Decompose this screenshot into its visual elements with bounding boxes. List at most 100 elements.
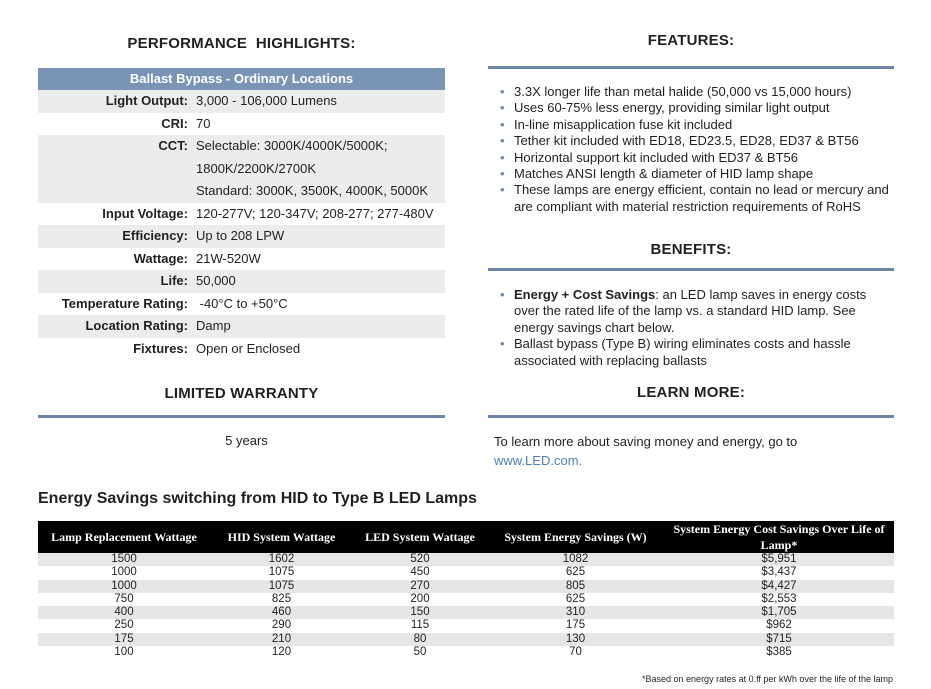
performance-row-label: Input Voltage: (38, 203, 196, 226)
feature-item: In-line misapplication fuse kit included (498, 117, 894, 134)
performance-row-value: Selectable: 3000K/4000K/5000K; 1800K/2200… (196, 135, 445, 203)
energy-table-cell: 290 (210, 619, 353, 633)
performance-label-text: Location Rating: (85, 318, 188, 333)
energy-table-cell: $2,553 (664, 592, 894, 607)
performance-row-value: 3,000 - 106,000 Lumens (196, 90, 445, 113)
benefit-item-bold: Energy + Cost Savings (514, 287, 656, 302)
feature-item: These lamps are energy efficient, contai… (498, 182, 894, 215)
energy-table-cell: $3,437 (664, 566, 894, 580)
energy-table-cell: 175 (38, 632, 210, 647)
performance-row-label: Efficiency: (38, 225, 196, 248)
learn-more-text: To learn more about saving money and ene… (494, 434, 798, 449)
energy-table-cell: 70 (487, 646, 664, 660)
performance-row-value: Open or Enclosed (196, 338, 445, 361)
energy-column-header: System Energy Cost Savings Over Life of … (664, 521, 894, 553)
energy-table-row: 1500 1602 520 1082 $5,951 (38, 553, 894, 567)
performance-row: CRI: 70 (38, 112, 445, 136)
energy-table-cell: 50 (353, 646, 487, 660)
energy-table-row: 1000 1075 270 805 $4,427 (38, 579, 894, 593)
performance-value-line: 50,000 (196, 273, 236, 288)
performance-row: Efficiency: Up to 208 LPW (38, 225, 445, 248)
benefits-title: BENEFITS: (650, 241, 732, 258)
warranty-divider (38, 415, 445, 418)
performance-row-label: Location Rating: (38, 315, 196, 338)
performance-label-text: Fixtures: (133, 340, 188, 356)
performance-row-label: CCT: (38, 135, 196, 203)
performance-value-line: Up to 208 LPW (196, 228, 285, 243)
energy-table-row: 175 210 80 130 $715 (38, 632, 894, 647)
performance-table-header: Ballast Bypass - Ordinary Locations (38, 68, 445, 90)
performance-row: Life: 50,000 (38, 270, 445, 293)
energy-table-cell: 1500 (38, 553, 210, 567)
performance-label-text: CRI: (161, 115, 188, 131)
energy-table-cell: 805 (487, 579, 664, 593)
energy-column-header: LED System Wattage (353, 521, 487, 553)
energy-table-row: 250 290 115 175 $962 (38, 619, 894, 633)
performance-row-value: 21W-520W (196, 248, 445, 271)
performance-row-label: Fixtures: (38, 338, 196, 361)
performance-row-value: -40°C to +50°C (196, 293, 445, 316)
feature-item: Matches ANSI length & diameter of HID la… (498, 166, 894, 183)
performance-row: Temperature Rating: -40°C to +50°C (38, 292, 445, 316)
performance-value-line: 21W-520W (196, 250, 261, 266)
performance-label-text: Efficiency: (122, 228, 188, 243)
performance-row: Wattage: 21W-520W (38, 247, 445, 271)
performance-label-text: CCT: (158, 138, 188, 153)
performance-row-label: Light Output: (38, 90, 196, 113)
features-title: FEATURES: (647, 32, 735, 49)
energy-table-cell: 250 (38, 619, 210, 633)
energy-column-header: HID System Wattage (210, 521, 353, 553)
benefit-item-text: : an LED lamp saves in energy costs over… (514, 287, 867, 335)
energy-table-cell: 80 (353, 632, 487, 647)
energy-table-cell: 1000 (38, 579, 210, 593)
performance-value-line: -40°C to +50°C (196, 295, 288, 311)
benefit-item-text: Ballast bypass (Type B) wiring eliminate… (514, 336, 851, 368)
energy-savings-table: Lamp Replacement Wattage HID System Watta… (38, 521, 894, 660)
energy-table-row: 750 825 200 625 $2,553 (38, 592, 894, 607)
feature-item: Horizontal support kit included with ED3… (498, 150, 894, 167)
energy-table-cell: 200 (353, 592, 487, 607)
learn-more-link[interactable]: www.LED.com. (494, 453, 583, 468)
performance-value-line: 3,000 - 106,000 Lumens (196, 93, 337, 108)
performance-row: Input Voltage: 120-277V; 120-347V; 208-27… (38, 202, 445, 226)
benefit-item: Energy + Cost Savings: an LED lamp saves… (498, 287, 888, 336)
performance-row: Light Output: 3,000 - 106,000 Lumens (38, 90, 445, 113)
performance-row-value: 70 (196, 113, 445, 136)
energy-table-title: Energy Savings switching from HID to Typ… (38, 490, 477, 507)
performance-row: CCT: Selectable: 3000K/4000K/5000K; 1800K/… (38, 135, 445, 203)
energy-table-cell: $385 (664, 646, 894, 660)
energy-table-cell: $962 (664, 619, 894, 633)
performance-row-label: Life: (38, 270, 196, 293)
performance-label-text: Life: (160, 273, 188, 288)
performance-value-line: 1800K/2200K/2700K (196, 160, 316, 176)
features-divider (488, 66, 894, 69)
energy-table-cell: 100 (38, 646, 210, 660)
warranty-title: LIMITED WARRANTY (164, 385, 319, 402)
feature-item: 3.3X longer life than metal halide (50,0… (498, 84, 894, 101)
energy-table-cell: 1082 (487, 553, 664, 567)
energy-table-cell: 625 (487, 566, 664, 580)
energy-table-cell: 1075 (210, 579, 353, 593)
learn-more-divider (488, 415, 894, 418)
energy-table-cell: 130 (487, 632, 664, 647)
performance-row-value: 120-277V; 120-347V; 208-277; 277-480V (196, 203, 445, 226)
performance-row: Fixtures: Open or Enclosed (38, 337, 445, 361)
benefits-list: Energy + Cost Savings: an LED lamp saves… (498, 287, 888, 369)
performance-row-label: Wattage: (38, 248, 196, 271)
performance-value-line: Standard: 3000K, 3500K, 4000K, 5000K (196, 183, 429, 198)
energy-table-cell: 400 (38, 606, 210, 620)
performance-label-text: Temperature Rating: (61, 295, 188, 311)
energy-table-cell: 825 (210, 592, 353, 607)
energy-table-cell: 150 (353, 606, 487, 620)
performance-row-value: Up to 208 LPW (196, 225, 445, 248)
energy-table-cell: 520 (353, 553, 487, 567)
energy-table-cell: 310 (487, 606, 664, 620)
performance-row-value: Damp (196, 315, 445, 338)
performance-table: Ballast Bypass - Ordinary Locations Ligh… (38, 68, 445, 360)
energy-table-cell: 1075 (210, 566, 353, 580)
energy-table-cell: $1,705 (664, 606, 894, 620)
energy-table-row: 400 460 150 310 $1,705 (38, 606, 894, 620)
energy-footnote: *Based on energy rates at 0.ff per kWh o… (642, 674, 893, 684)
benefit-item: Ballast bypass (Type B) wiring eliminate… (498, 336, 888, 369)
energy-table-cell: 450 (353, 566, 487, 580)
